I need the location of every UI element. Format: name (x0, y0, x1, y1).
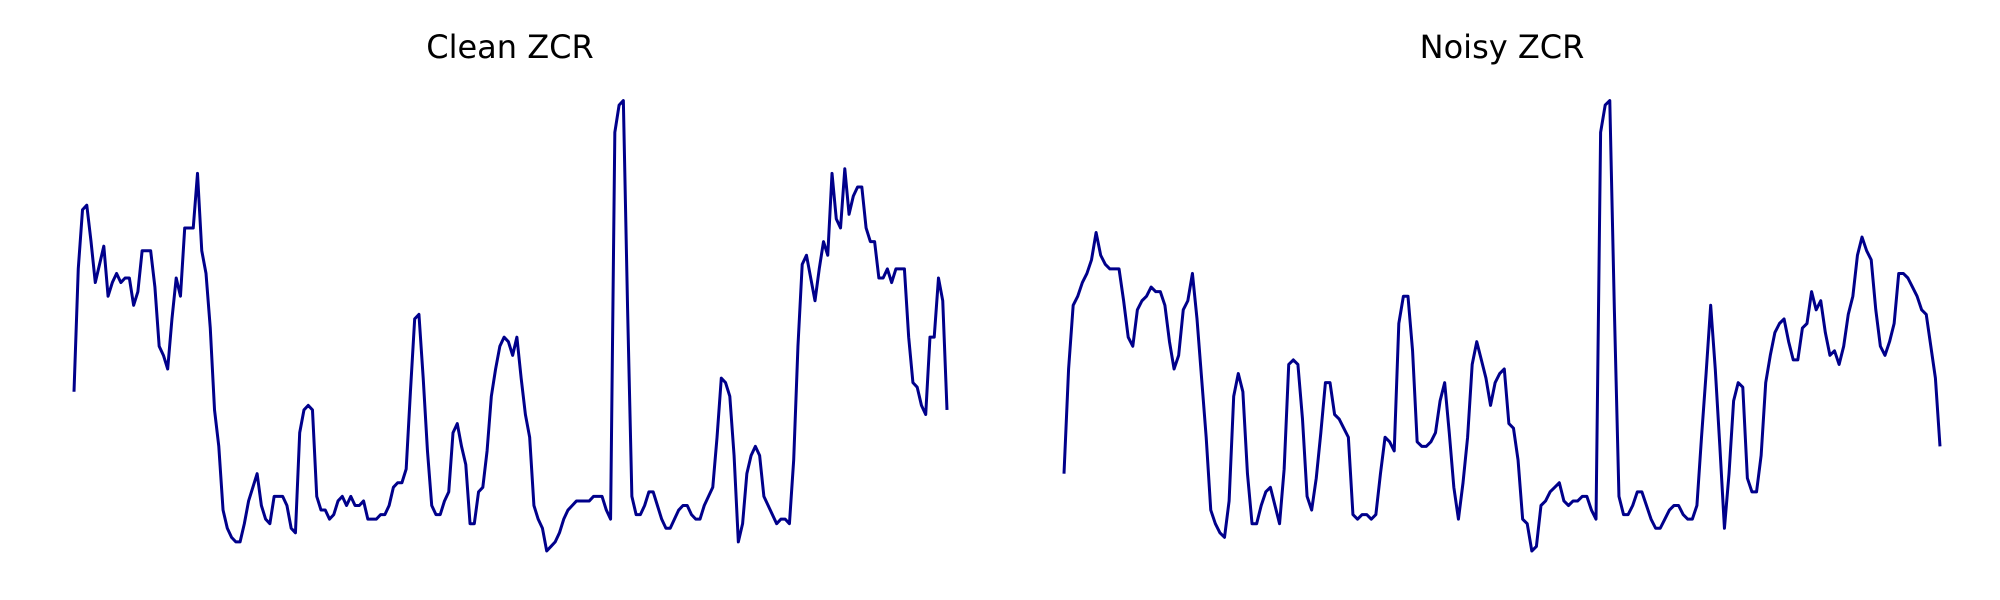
noisy-zcr-series-line (1062, 99, 1942, 553)
chart-clean-zcr: Clean ZCR (72, 28, 949, 553)
chart-title-noisy: Noisy ZCR (1420, 28, 1585, 66)
clean-zcr-series-line (72, 99, 949, 553)
chart-title-clean: Clean ZCR (426, 28, 593, 66)
chart-noisy-zcr: Noisy ZCR (1062, 28, 1942, 553)
